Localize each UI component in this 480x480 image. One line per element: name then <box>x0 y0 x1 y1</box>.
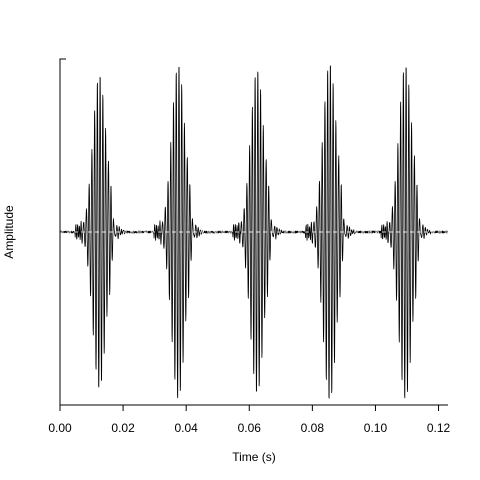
axes: 0.00 0.02 0.04 0.06 0.08 0.10 0.12 <box>48 58 451 435</box>
x-tick-label: 0.10 <box>364 421 388 435</box>
y-axis-title: Amplitude <box>2 205 16 259</box>
y-axis-line <box>59 58 66 405</box>
x-tick-label: 0.12 <box>427 421 451 435</box>
waveform-series-line <box>59 65 449 399</box>
x-tick-label: 0.08 <box>301 421 325 435</box>
x-tick-label: 0.04 <box>174 421 198 435</box>
x-tick-label: 0.00 <box>48 421 72 435</box>
x-axis-title: Time (s) <box>232 450 276 464</box>
plot-area <box>59 65 449 399</box>
x-tick-label: 0.06 <box>238 421 262 435</box>
x-tick-label: 0.02 <box>111 421 135 435</box>
x-ticks: 0.00 0.02 0.04 0.06 0.08 0.10 0.12 <box>48 405 451 435</box>
